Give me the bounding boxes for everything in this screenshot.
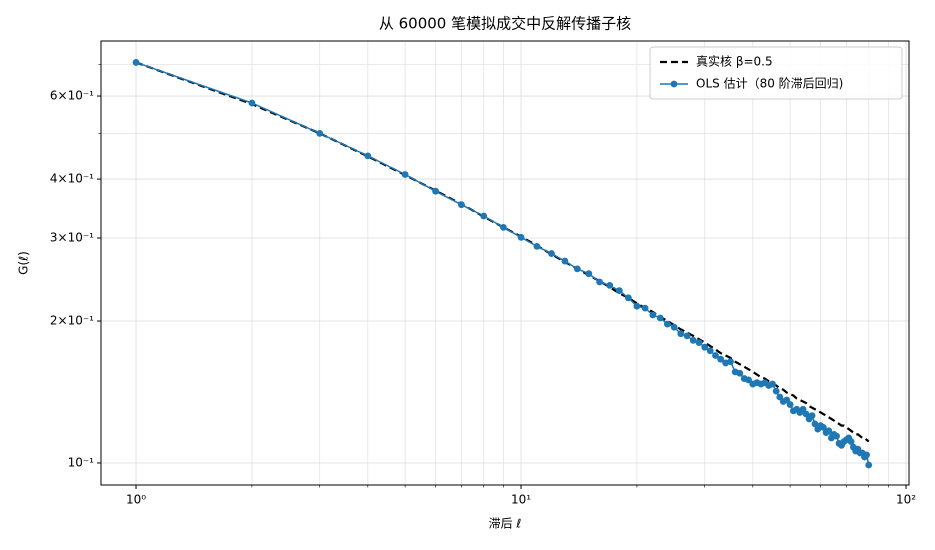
series-marker bbox=[727, 358, 734, 366]
legend-marker bbox=[670, 80, 678, 88]
series-marker bbox=[863, 451, 871, 459]
legend-label: OLS 估计（80 阶滞后回归) bbox=[696, 77, 843, 91]
series-marker bbox=[533, 242, 541, 250]
series-marker bbox=[561, 257, 569, 265]
series-marker bbox=[132, 59, 140, 66]
series-marker bbox=[548, 250, 555, 257]
legend-label: 真实核 β=0.5 bbox=[696, 54, 773, 69]
x-axis-label: 滞后 ℓ bbox=[489, 517, 522, 531]
series-marker bbox=[500, 223, 507, 231]
series-marker bbox=[649, 311, 657, 319]
y-tick-label: 2×10⁻¹ bbox=[50, 314, 94, 328]
series-marker bbox=[664, 320, 671, 328]
series-marker bbox=[736, 369, 744, 377]
y-axis-label: G(ℓ) bbox=[17, 251, 31, 275]
series-marker bbox=[316, 129, 324, 137]
legend-box bbox=[649, 46, 903, 100]
series-marker bbox=[706, 347, 714, 355]
series-marker bbox=[677, 330, 685, 338]
series-marker bbox=[248, 99, 256, 107]
series-marker bbox=[847, 438, 855, 445]
series-marker bbox=[772, 387, 780, 395]
series-marker bbox=[615, 287, 623, 295]
series-marker bbox=[670, 323, 678, 331]
series-marker bbox=[606, 281, 614, 289]
y-tick-label: 10⁻¹ bbox=[68, 455, 95, 469]
chart-title: 从 60000 笔模拟成交中反解传播子核 bbox=[379, 15, 631, 33]
series-marker bbox=[695, 339, 703, 346]
series-marker bbox=[833, 432, 840, 440]
series-marker bbox=[811, 420, 819, 428]
series-marker bbox=[802, 410, 810, 418]
x-tick-label: 10¹ bbox=[511, 493, 531, 507]
series-marker bbox=[808, 412, 816, 420]
series-marker bbox=[573, 265, 581, 273]
series-marker bbox=[865, 461, 873, 469]
series-marker bbox=[701, 343, 709, 351]
series-marker bbox=[633, 302, 641, 310]
series-marker bbox=[786, 401, 794, 408]
series-marker bbox=[712, 352, 719, 359]
series-marker bbox=[656, 314, 664, 322]
x-tick-label: 10² bbox=[896, 493, 916, 507]
series-marker bbox=[480, 212, 488, 220]
series-marker bbox=[825, 427, 833, 435]
series-line bbox=[135, 61, 870, 466]
series-marker bbox=[401, 171, 409, 178]
series-marker bbox=[596, 278, 604, 286]
series-marker bbox=[457, 201, 465, 209]
y-tick-label: 4×10⁻¹ bbox=[50, 172, 94, 186]
plot-frame bbox=[100, 40, 910, 486]
series-marker bbox=[432, 187, 440, 195]
y-tick-label: 6×10⁻¹ bbox=[50, 89, 94, 103]
series-marker bbox=[819, 423, 827, 431]
legend: 真实核 β=0.5 OLS 估计（80 阶滞后回归) bbox=[649, 46, 903, 100]
series-marker bbox=[717, 355, 725, 363]
series-marker bbox=[364, 152, 372, 160]
x-tick-label: 10⁰ bbox=[126, 493, 146, 507]
series-marker bbox=[769, 380, 776, 388]
series-marker bbox=[517, 233, 525, 241]
series-marker bbox=[745, 376, 752, 384]
series-marker bbox=[683, 332, 691, 340]
series-marker bbox=[641, 304, 649, 312]
series-marker bbox=[689, 336, 697, 344]
series-marker bbox=[585, 270, 593, 278]
y-tick-label: 3×10⁻¹ bbox=[50, 230, 94, 244]
series-marker bbox=[624, 294, 632, 302]
